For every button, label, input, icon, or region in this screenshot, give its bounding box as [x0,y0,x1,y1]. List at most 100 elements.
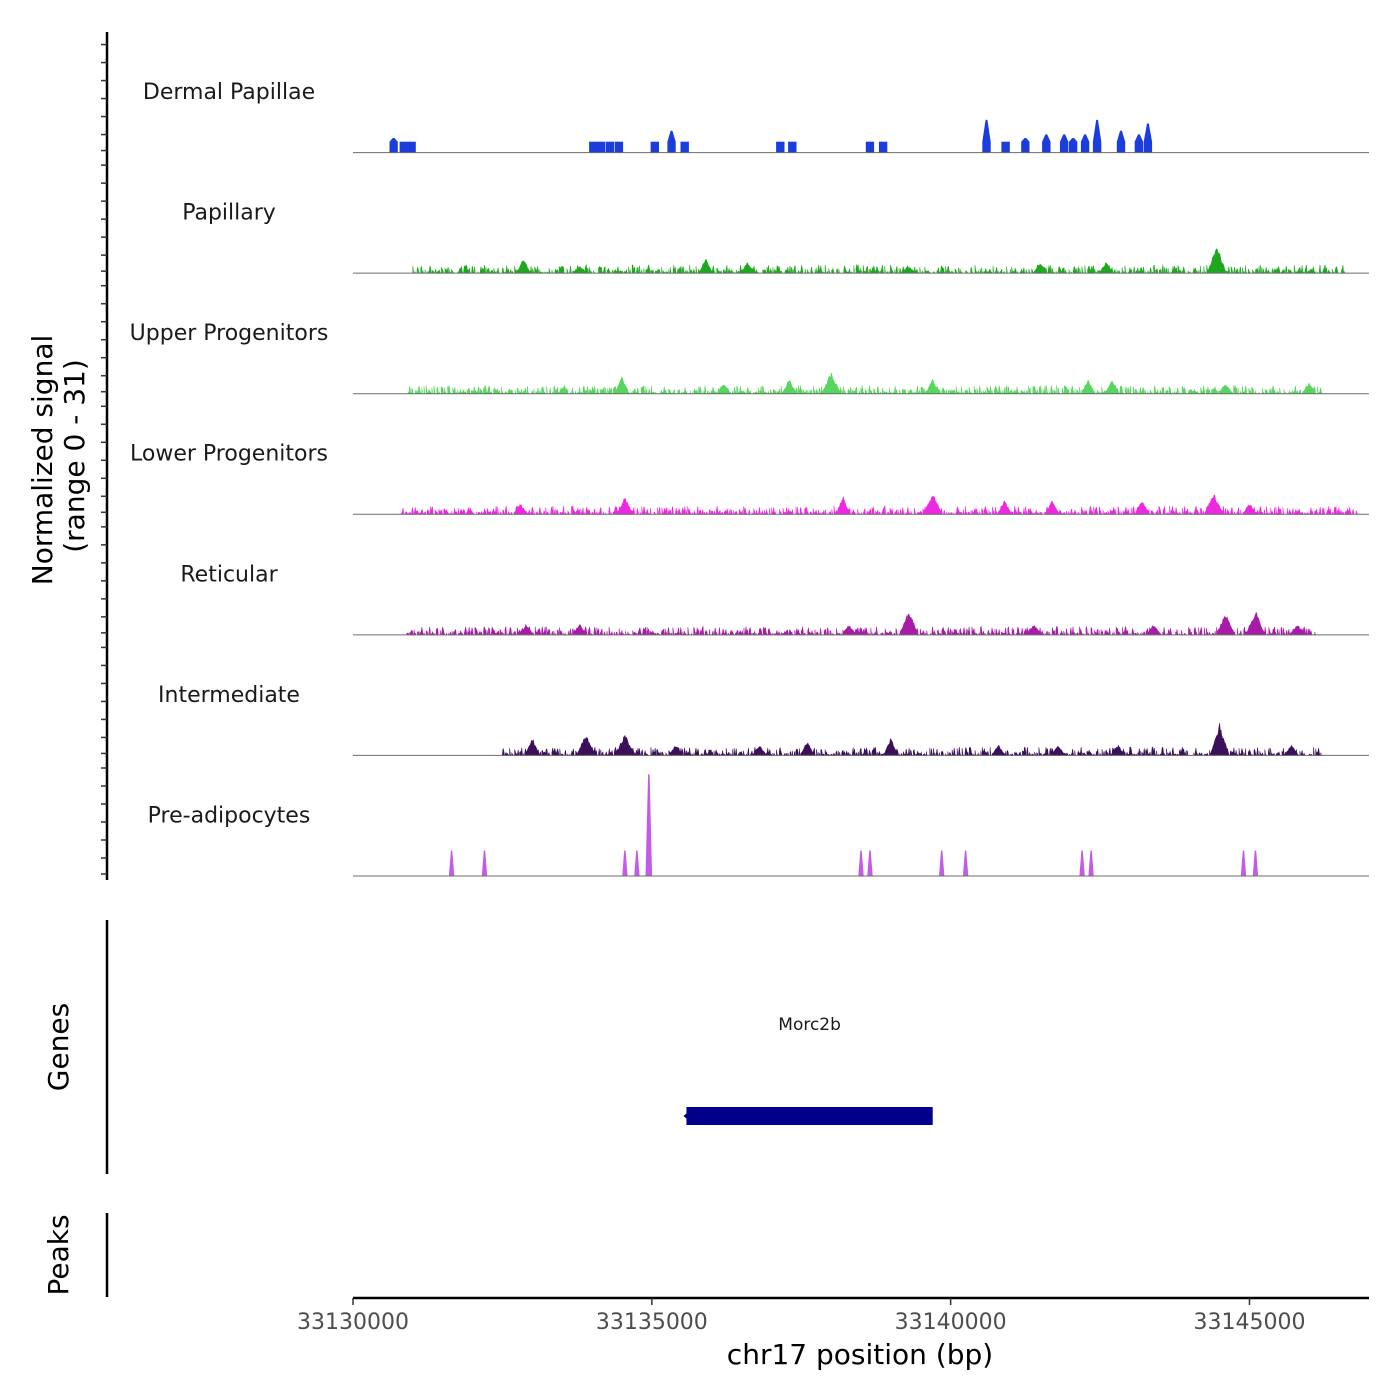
coverage-area [1326,506,1332,515]
coverage-area [1155,268,1159,274]
coverage-peak [1092,119,1102,153]
coverage-area [1193,627,1198,636]
coverage-area [577,386,581,395]
coverage-area [933,748,937,756]
coverage-area [945,265,952,274]
coverage-area [1016,626,1022,636]
coverage-area [1079,626,1083,636]
coverage-area [1150,510,1156,515]
coverage-area [1162,627,1167,636]
coverage-area [1081,379,1096,395]
coverage-area [988,510,992,515]
coverage-area [909,388,913,395]
coverage-area [607,748,614,756]
coverage-peak [389,138,398,153]
coverage-area [897,509,900,515]
coverage-area [1135,266,1145,274]
coverage-area [608,626,611,636]
coverage-area [499,628,504,636]
coverage-area [650,507,652,515]
coverage-area [860,385,865,395]
coverage-area [596,388,600,395]
coverage-area [636,267,640,274]
coverage-area [926,630,928,636]
coverage-area [931,626,937,636]
coverage-area [894,269,896,274]
coverage-area [1075,389,1077,395]
track-label: Papillary [182,201,276,226]
coverage-area [605,388,608,395]
coverage-area [1057,266,1066,274]
coverage-area [580,507,585,515]
coverage-area [814,510,819,515]
coverage-area [816,388,819,395]
coverage-area [614,734,642,756]
coverage-area [951,748,957,756]
coverage-area [1094,629,1099,636]
coverage-area [588,386,597,395]
coverage-area [1200,507,1203,515]
coverage-area [1182,507,1184,515]
coverage-area [852,747,856,756]
coverage-area [533,388,535,395]
coverage-area [1062,387,1065,395]
coverage-area [1301,750,1304,756]
coverage-area [967,626,971,636]
coverage-area [919,267,921,274]
coverage-peak [448,850,455,876]
coverage-y-axis [101,32,109,880]
coverage-area [1261,267,1263,274]
coverage-area [979,268,982,274]
coverage-area [1237,387,1240,395]
coverage-area [458,630,464,636]
coverage-area [1203,510,1205,515]
coverage-area [1230,507,1235,515]
gene-label: Morc2b [778,1015,841,1035]
coverage-area [819,627,822,636]
coverage-area [1199,265,1202,274]
coverage-track: Pre-adipocytes [148,774,1369,877]
coverage-area [806,269,809,274]
coverage-area [788,628,793,636]
coverage-area [682,387,688,395]
coverage-area [668,269,670,274]
coverage-area [642,626,647,636]
coverage-area [1074,750,1076,756]
coverage-area [747,747,750,756]
coverage-area [738,630,744,636]
coverage-area [513,504,534,515]
coverage-area [799,264,804,274]
coverage-area [795,748,799,756]
coverage-area [598,506,602,515]
coverage-area [412,265,415,274]
coverage-area [1097,262,1114,274]
coverage-area [1132,502,1150,515]
coverage-area [859,747,863,756]
coverage-area [1333,506,1338,515]
coverage-area [567,630,570,636]
coverage-area [899,509,902,515]
coverage-area [417,630,421,636]
coverage-area [457,266,464,274]
coverage-area [413,629,417,636]
coverage-area [782,507,794,515]
coverage-tracks: Dermal Papillae Papillary Upper Progenitor… [130,80,1369,877]
coverage-area [1007,750,1010,756]
coverage-area [900,268,902,274]
coverage-area [1298,389,1302,395]
coverage-area [407,385,412,395]
coverage-area [970,266,974,274]
coverage-area [1073,390,1076,395]
coverage-peak [622,850,628,876]
coverage-area [1166,748,1168,756]
coverage-peak [788,141,797,153]
coverage-area [838,268,840,274]
coverage-area [973,386,977,395]
coverage-area [569,265,572,274]
coverage-area [758,507,762,515]
coverage-area [1251,387,1256,395]
coverage-area [696,506,699,515]
coverage-area [585,507,591,515]
coverage-area [1233,266,1236,274]
